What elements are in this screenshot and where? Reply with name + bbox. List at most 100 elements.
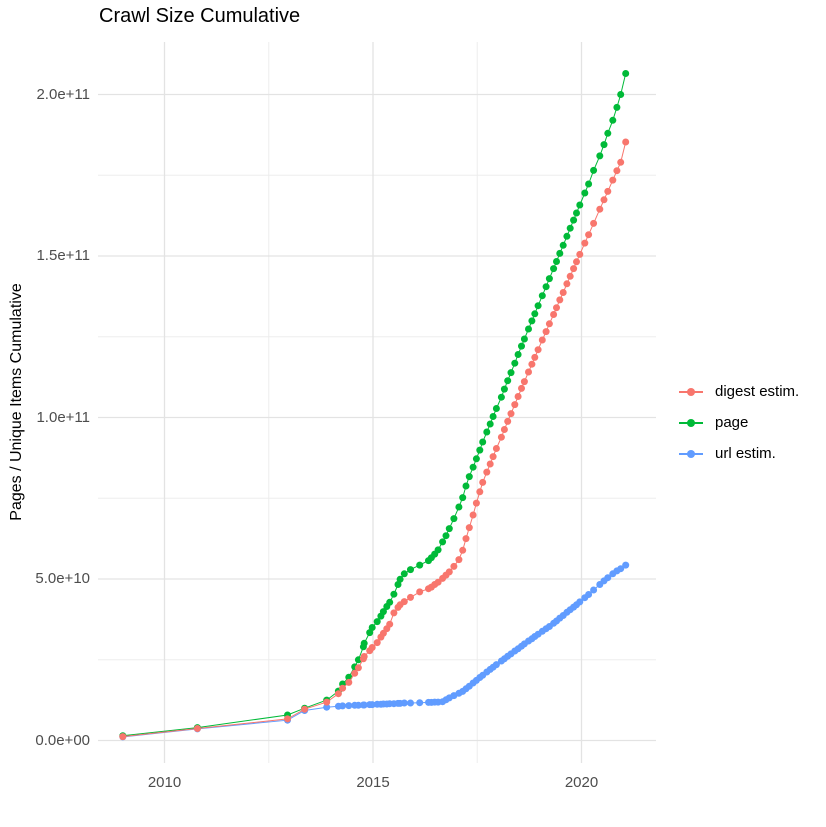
data-point-url-estim	[368, 701, 376, 709]
data-point-digest-estim	[622, 138, 630, 146]
data-point-page	[576, 201, 584, 209]
data-point-page	[492, 405, 500, 412]
data-point-digest-estim	[581, 239, 589, 247]
data-point-page	[622, 70, 630, 77]
data-point-digest-estim	[573, 258, 580, 266]
data-point-page	[542, 283, 550, 291]
data-point-digest-estim	[559, 289, 567, 296]
data-point-digest-estim	[469, 511, 477, 519]
data-point-page	[613, 103, 621, 111]
data-point-page	[390, 590, 398, 598]
data-point-page	[553, 258, 560, 265]
data-point-digest-estim	[609, 176, 617, 184]
data-point-page	[518, 342, 525, 350]
data-point-page	[596, 152, 604, 160]
x-tick-label: 2010	[147, 774, 182, 791]
data-point-digest-estim	[514, 393, 522, 400]
data-point-page	[545, 275, 553, 283]
data-point-digest-estim	[351, 669, 359, 677]
data-point-digest-estim	[511, 401, 519, 409]
data-point-digest-estim	[553, 304, 560, 312]
data-point-page	[469, 463, 477, 471]
data-point-digest-estim	[520, 378, 528, 386]
data-point-page	[617, 91, 625, 98]
data-point-url-estim	[323, 703, 331, 711]
legend-label: page	[715, 414, 749, 431]
data-point-digest-estim	[545, 320, 553, 328]
data-point-page	[407, 566, 414, 574]
data-point-url-estim	[345, 702, 353, 710]
data-point-digest-estim	[450, 562, 458, 570]
series-page	[119, 70, 630, 740]
data-point-digest-estim	[563, 280, 571, 288]
series-digest-estim	[119, 138, 630, 741]
data-point-digest-estim	[556, 296, 564, 304]
data-point-page	[559, 241, 567, 249]
data-point-digest-estim	[284, 715, 291, 723]
data-point-page	[489, 413, 497, 420]
legend-item: page	[678, 407, 799, 438]
data-point-digest-estim	[354, 664, 362, 672]
data-point-digest-estim	[604, 187, 612, 195]
y-axis-title: Pages / Unique Items Cumulative	[8, 283, 25, 521]
data-point-page	[396, 575, 404, 583]
data-point-page	[472, 455, 480, 463]
data-point-page	[442, 532, 450, 540]
data-point-digest-estim	[455, 556, 463, 564]
data-point-url-estim	[604, 574, 612, 582]
data-point-digest-estim	[570, 265, 578, 273]
data-point-digest-estim	[531, 353, 539, 361]
data-point-digest-estim	[373, 639, 381, 647]
legend-key-icon	[678, 416, 704, 430]
data-point-digest-estim	[507, 410, 515, 418]
data-point-digest-estim	[465, 524, 473, 532]
data-point-page	[585, 180, 593, 188]
data-point-page	[434, 546, 442, 554]
data-point-url-estim	[590, 586, 598, 594]
data-point-digest-estim	[585, 231, 593, 239]
data-point-digest-estim	[368, 644, 376, 651]
data-point-page	[590, 166, 598, 174]
legend-key-dot-icon	[687, 387, 695, 396]
data-point-page	[379, 608, 387, 616]
data-point-digest-estim	[345, 678, 353, 686]
data-point-digest-estim	[193, 725, 201, 732]
data-point-page	[534, 302, 542, 310]
data-point-url-estim	[622, 561, 630, 569]
data-point-page	[600, 141, 608, 149]
data-point-page	[570, 216, 578, 224]
data-point-digest-estim	[416, 588, 424, 596]
y-tick-label: 1.0e+11	[36, 408, 90, 426]
data-point-digest-estim	[576, 250, 584, 258]
data-point-digest-estim	[445, 568, 453, 576]
data-point-url-estim	[492, 661, 500, 669]
data-point-page	[511, 359, 519, 367]
data-point-url-estim	[339, 702, 347, 710]
data-point-digest-estim	[550, 311, 558, 318]
data-point-digest-estim	[617, 158, 625, 166]
y-tick-label: 5.0e+10	[35, 570, 90, 587]
data-point-page	[416, 561, 424, 569]
data-point-page	[486, 420, 494, 428]
data-point-digest-estim	[566, 272, 574, 280]
data-point-page	[400, 570, 408, 578]
legend-key-icon	[678, 447, 704, 461]
data-point-url-estim	[354, 701, 362, 709]
data-point-page	[497, 393, 505, 401]
data-point-page	[563, 232, 571, 240]
data-point-digest-estim	[483, 468, 491, 476]
data-point-page	[500, 385, 508, 393]
data-point-digest-estim	[486, 460, 494, 468]
data-point-page	[459, 494, 467, 502]
data-point-page	[373, 618, 381, 626]
data-point-page	[455, 503, 463, 511]
data-point-digest-estim	[542, 328, 550, 336]
data-point-digest-estim	[525, 368, 532, 376]
data-point-page	[550, 265, 558, 273]
data-point-page	[476, 446, 484, 454]
data-point-page	[483, 428, 491, 436]
data-point-page	[566, 224, 574, 232]
data-point-digest-estim	[476, 488, 484, 496]
